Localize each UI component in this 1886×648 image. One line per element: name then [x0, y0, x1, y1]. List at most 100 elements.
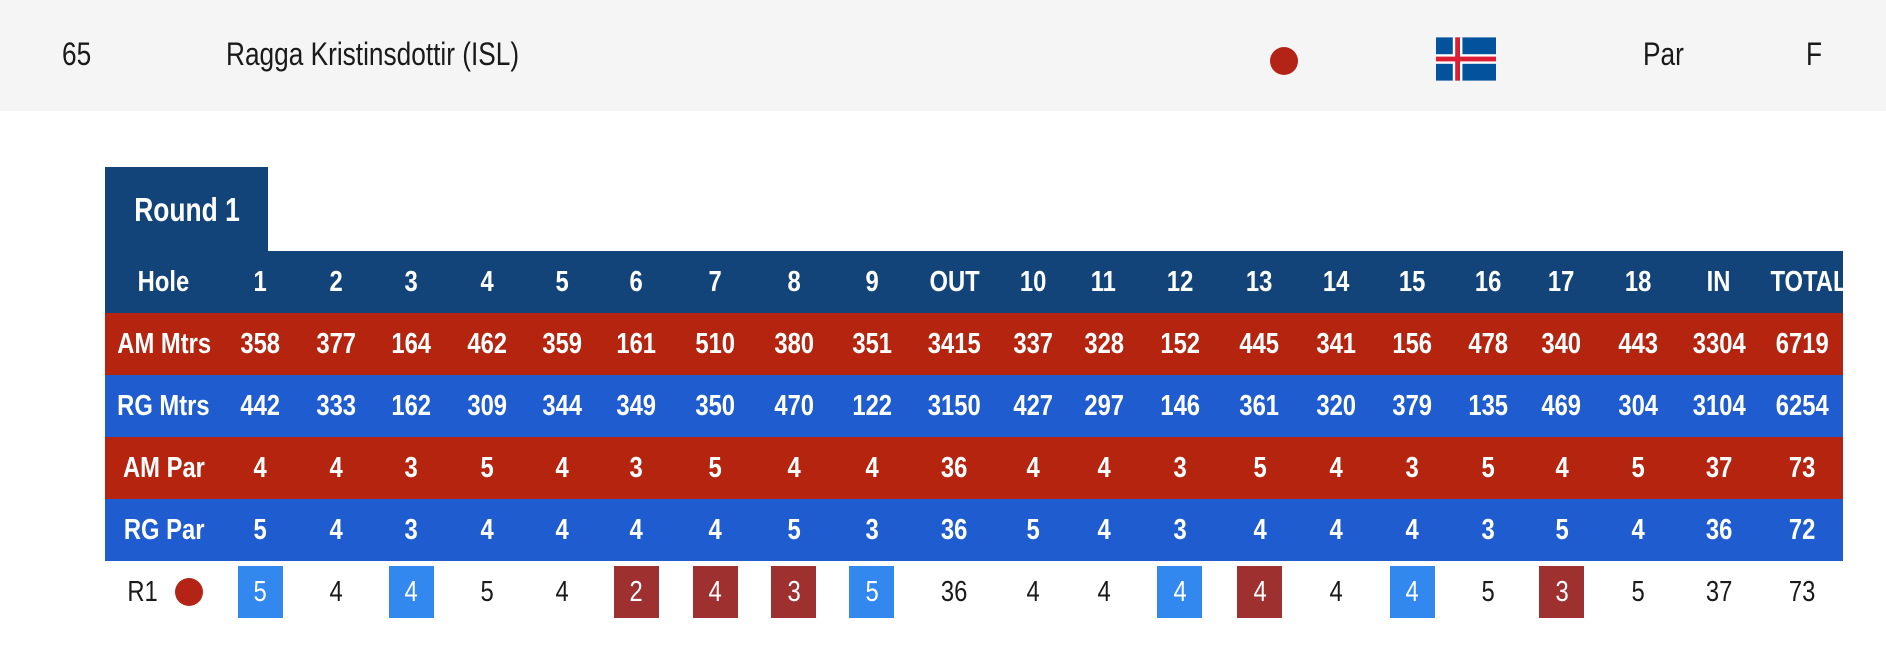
header-hole-13: 13 — [1220, 251, 1300, 313]
score-marker-bogey: 3 — [771, 566, 817, 618]
r1-score-hole-2: 4 — [298, 561, 374, 623]
am-mtrs-in-text: 3304 — [1692, 327, 1746, 360]
am-par-hole-2-text: 4 — [329, 451, 343, 484]
rg-par-hole-10-text: 5 — [1026, 513, 1040, 546]
am-mtrs-label: AM Mtrs — [105, 313, 223, 375]
rg-mtrs-hole-2: 333 — [298, 375, 374, 437]
am-mtrs-hole-4: 462 — [448, 313, 526, 375]
rg-par-hole-7-text: 4 — [708, 513, 722, 546]
player-row[interactable]: 65 Ragga Kristinsdottir (ISL) Par F — [0, 0, 1886, 111]
rg-mtrs-total-text: 6254 — [1775, 389, 1829, 422]
am-par-hole-18: 5 — [1599, 437, 1676, 499]
header-hole-6: 6 — [597, 251, 675, 313]
rg-par-hole-7: 4 — [675, 499, 754, 561]
am-par-hole-3-text: 3 — [404, 451, 418, 484]
rg-mtrs-hole-3-text: 162 — [391, 389, 431, 422]
am-mtrs-hole-13: 445 — [1220, 313, 1300, 375]
am-mtrs-out: 3415 — [911, 313, 998, 375]
rg-mtrs-hole-12-text: 146 — [1160, 389, 1200, 422]
am-mtrs-label-text: AM Mtrs — [116, 327, 211, 360]
header-in-text: IN — [1707, 265, 1731, 298]
r1-label-cell: R1 — [105, 561, 223, 623]
rg-mtrs-hole-4: 309 — [448, 375, 526, 437]
rg-mtrs-hole-6-text: 349 — [616, 389, 657, 422]
rg-mtrs-out: 3150 — [911, 375, 998, 437]
header-hole-15-text: 15 — [1399, 265, 1426, 298]
header-total-text: TOTAL — [1770, 265, 1848, 298]
am-mtrs-hole-8: 380 — [755, 313, 833, 375]
rg-mtrs-hole-3: 162 — [374, 375, 448, 437]
header-hole-3: 3 — [374, 251, 448, 313]
round-tab-label: Round 1 — [133, 190, 240, 228]
rg-mtrs-hole-7-text: 350 — [695, 389, 735, 422]
rg-mtrs-hole-17: 469 — [1524, 375, 1599, 437]
am-par-hole-4: 5 — [448, 437, 526, 499]
tab-round-1[interactable]: Round 1 — [105, 167, 268, 252]
rg-par-label-text: RG Par — [123, 513, 205, 546]
header-hole-14-text: 14 — [1323, 265, 1350, 298]
rg-par-total: 72 — [1762, 499, 1843, 561]
rg-mtrs-hole-18: 304 — [1599, 375, 1676, 437]
am-par-label: AM Par — [105, 437, 223, 499]
am-par-hole-16: 5 — [1452, 437, 1524, 499]
header-hole-6-text: 6 — [629, 265, 643, 298]
r1-score-hole-4: 5 — [448, 561, 526, 623]
r1-score-hole-12-value: 4 — [1173, 575, 1187, 608]
rg-par-hole-15-text: 4 — [1405, 513, 1419, 546]
am-par-hole-7: 5 — [675, 437, 754, 499]
am-mtrs-hole-16-text: 478 — [1468, 327, 1508, 360]
table-row-r1-score[interactable]: R1 5 4 4 5 4 2 4 3 5 36 4 4 4 4 4 4 5 3 5 37 73 — [105, 561, 1843, 623]
am-mtrs-hole-6-text: 161 — [616, 327, 657, 360]
header-hole-10-text: 10 — [1019, 265, 1046, 298]
am-mtrs-hole-5: 359 — [526, 313, 597, 375]
r1-score-hole-5: 4 — [526, 561, 597, 623]
rg-mtrs-hole-5: 344 — [526, 375, 597, 437]
rg-par-hole-16-text: 3 — [1481, 513, 1495, 546]
r1-score-hole-2-value: 4 — [329, 575, 343, 608]
am-par-hole-10-text: 4 — [1026, 451, 1040, 484]
header-hole-16-text: 16 — [1474, 265, 1502, 298]
am-par-hole-3: 3 — [374, 437, 448, 499]
rg-mtrs-hole-10-text: 427 — [1012, 389, 1053, 422]
r1-score-hole-11: 4 — [1067, 561, 1140, 623]
r1-score-hole-1: 5 — [223, 561, 298, 623]
header-total: TOTAL — [1762, 251, 1847, 313]
am-mtrs-hole-3: 164 — [374, 313, 448, 375]
score-marker-bogey: 2 — [613, 566, 659, 618]
table-row-rg-par: RG Par 5 4 3 4 4 4 4 5 3 36 5 4 3 4 4 4 3 5 4 36 72 — [105, 499, 1843, 561]
am-mtrs-hole-2: 377 — [298, 313, 374, 375]
r1-score-hole-18: 5 — [1599, 561, 1676, 623]
rg-par-hole-9: 3 — [833, 499, 911, 561]
header-hole-8: 8 — [755, 251, 833, 313]
rg-par-hole-15: 4 — [1373, 499, 1452, 561]
rg-par-total-text: 72 — [1789, 513, 1816, 546]
header-hole-7: 7 — [675, 251, 754, 313]
am-mtrs-hole-12-text: 152 — [1160, 327, 1200, 360]
score-marker-birdie: 4 — [1389, 566, 1435, 618]
rg-par-hole-5-text: 4 — [555, 513, 569, 546]
am-par-hole-2: 4 — [298, 437, 374, 499]
am-mtrs-hole-15: 156 — [1373, 313, 1452, 375]
r1-score-hole-3: 4 — [374, 561, 448, 623]
rg-mtrs-in-text: 3104 — [1692, 389, 1746, 422]
r1-score-hole-17-value: 3 — [1554, 575, 1569, 608]
rg-mtrs-hole-8: 470 — [755, 375, 833, 437]
rg-mtrs-in: 3104 — [1676, 375, 1761, 437]
rg-mtrs-out-text: 3150 — [928, 389, 982, 422]
am-par-hole-17-text: 4 — [1554, 451, 1569, 484]
rg-par-hole-8-text: 5 — [787, 513, 801, 546]
am-mtrs-hole-18-text: 443 — [1617, 327, 1658, 360]
am-par-hole-5-text: 4 — [555, 451, 569, 484]
r1-score-hole-10-value: 4 — [1026, 575, 1040, 608]
score-marker-birdie: 4 — [1157, 566, 1203, 618]
am-par-hole-11: 4 — [1067, 437, 1140, 499]
r1-label: R1 — [124, 576, 204, 609]
header-hole-16: 16 — [1452, 251, 1524, 313]
r1-score-hole-15: 4 — [1373, 561, 1452, 623]
rg-par-hole-16: 3 — [1452, 499, 1524, 561]
rg-mtrs-hole-12: 146 — [1140, 375, 1219, 437]
header-hole-12-text: 12 — [1166, 265, 1194, 298]
r1-score-hole-16-value: 5 — [1481, 575, 1495, 608]
iceland-flag-icon — [1436, 37, 1496, 81]
rg-par-hole-3-text: 3 — [404, 513, 418, 546]
